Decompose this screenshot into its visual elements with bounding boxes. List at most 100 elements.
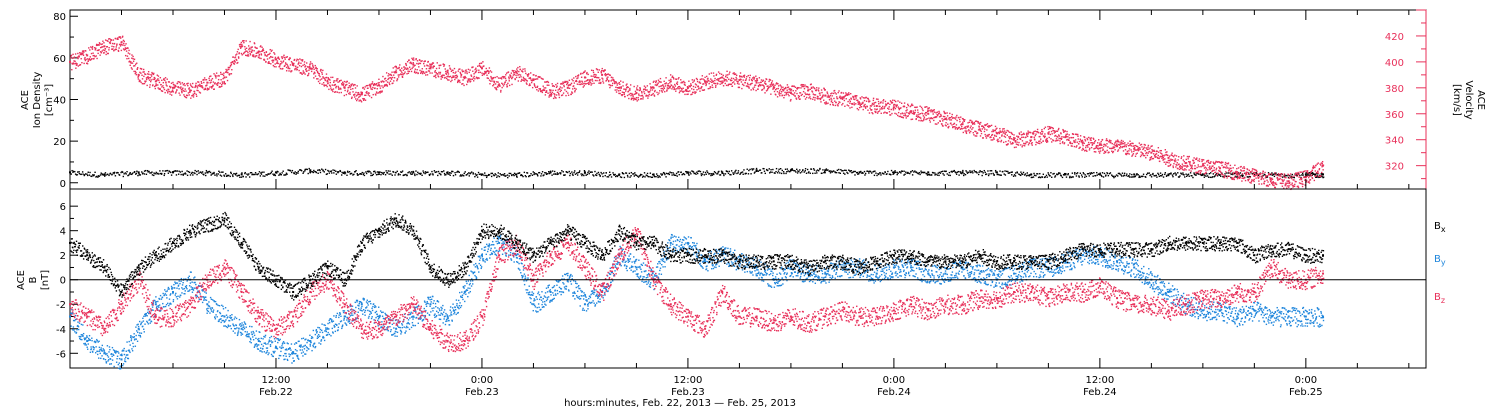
velocity-sample <box>1106 143 1108 145</box>
density-sample <box>486 175 488 177</box>
density-sample <box>238 174 240 177</box>
density-sample <box>653 175 655 177</box>
velocity-sample <box>789 89 791 91</box>
velocity-sample <box>877 100 880 103</box>
density-sample <box>726 170 729 173</box>
velocity-sample <box>380 90 382 93</box>
velocity-sample <box>385 84 387 87</box>
velocity-sample <box>215 77 217 79</box>
velocity-sample <box>91 45 94 48</box>
velocity-sample <box>599 79 601 81</box>
density-sample <box>744 172 747 175</box>
velocity-sample <box>169 93 171 95</box>
density-sample <box>70 173 72 175</box>
density-sample <box>461 174 464 176</box>
velocity-sample <box>528 73 530 75</box>
density-sample <box>932 172 935 174</box>
velocity-sample <box>457 79 460 81</box>
velocity-sample <box>426 74 429 76</box>
velocity-sample <box>574 89 576 92</box>
velocity-sample <box>147 76 149 78</box>
density-sample <box>1063 174 1065 176</box>
velocity-sample <box>668 86 671 88</box>
velocity-sample <box>494 76 496 79</box>
velocity-sample <box>765 78 768 81</box>
density-sample <box>373 170 375 173</box>
velocity-sample <box>298 69 300 72</box>
density-sample <box>665 172 668 175</box>
density-sample <box>304 168 306 171</box>
velocity-sample <box>1015 146 1017 148</box>
density-sample <box>719 174 722 176</box>
velocity-sample <box>654 84 657 86</box>
velocity-sample <box>384 84 386 86</box>
density-sample <box>860 170 862 173</box>
density-sample <box>270 171 273 174</box>
velocity-sample <box>221 73 224 76</box>
velocity-sample <box>1097 145 1099 147</box>
velocity-sample <box>167 81 170 83</box>
velocity-sample <box>612 77 614 79</box>
velocity-sample <box>316 78 318 80</box>
velocity-sample <box>817 96 819 98</box>
velocity-sample <box>462 70 465 72</box>
velocity-sample <box>159 87 161 90</box>
velocity-sample <box>698 81 701 83</box>
velocity-point <box>961 123 964 126</box>
velocity-sample <box>1027 144 1030 146</box>
velocity-sample <box>912 110 914 112</box>
density-sample <box>428 174 431 177</box>
velocity-sample <box>483 65 485 67</box>
velocity-sample <box>411 58 414 61</box>
velocity-sample <box>879 108 881 110</box>
velocity-sample <box>1051 133 1053 135</box>
velocity-sample <box>640 98 643 100</box>
velocity-sample <box>695 77 698 80</box>
velocity-sample <box>968 130 970 132</box>
density-sample <box>970 171 972 174</box>
velocity-sample <box>80 57 82 60</box>
velocity-sample <box>229 73 231 75</box>
density-sample <box>620 176 623 179</box>
velocity-sample <box>157 78 159 80</box>
density-sample <box>1247 176 1249 178</box>
velocity-sample <box>521 78 523 81</box>
density-sample <box>961 172 963 175</box>
velocity-sample <box>141 74 143 76</box>
velocity-sample <box>336 78 338 80</box>
density-sample <box>170 171 172 174</box>
velocity-sample <box>1055 138 1058 140</box>
density-sample <box>437 174 439 177</box>
velocity-sample <box>447 69 449 71</box>
velocity-sample <box>75 64 78 66</box>
density-sample <box>1290 176 1292 179</box>
density-sample <box>477 171 480 174</box>
density-sample <box>569 172 572 175</box>
velocity-sample <box>572 80 574 82</box>
velocity-sample <box>230 63 233 66</box>
velocity-sample <box>565 81 567 83</box>
density-sample <box>747 173 750 175</box>
density-sample <box>956 171 959 173</box>
velocity-sample <box>544 87 547 89</box>
velocity-sample <box>949 112 951 115</box>
density-sample <box>585 174 587 176</box>
velocity-sample <box>137 75 140 78</box>
velocity-sample <box>591 80 594 82</box>
velocity-sample <box>198 91 201 93</box>
velocity-sample <box>1031 141 1033 144</box>
velocity-sample <box>368 84 370 87</box>
velocity-sample <box>391 71 393 73</box>
velocity-sample <box>298 62 300 65</box>
velocity-sample <box>617 87 619 89</box>
velocity-sample <box>840 97 842 100</box>
density-sample <box>1225 175 1228 177</box>
velocity-sample <box>278 58 281 60</box>
velocity-sample <box>790 90 792 92</box>
velocity-sample <box>513 72 515 74</box>
density-sample <box>297 172 299 174</box>
velocity-sample <box>495 87 497 89</box>
velocity-sample <box>928 107 930 109</box>
density-sample <box>675 172 678 175</box>
velocity-sample <box>441 74 443 77</box>
